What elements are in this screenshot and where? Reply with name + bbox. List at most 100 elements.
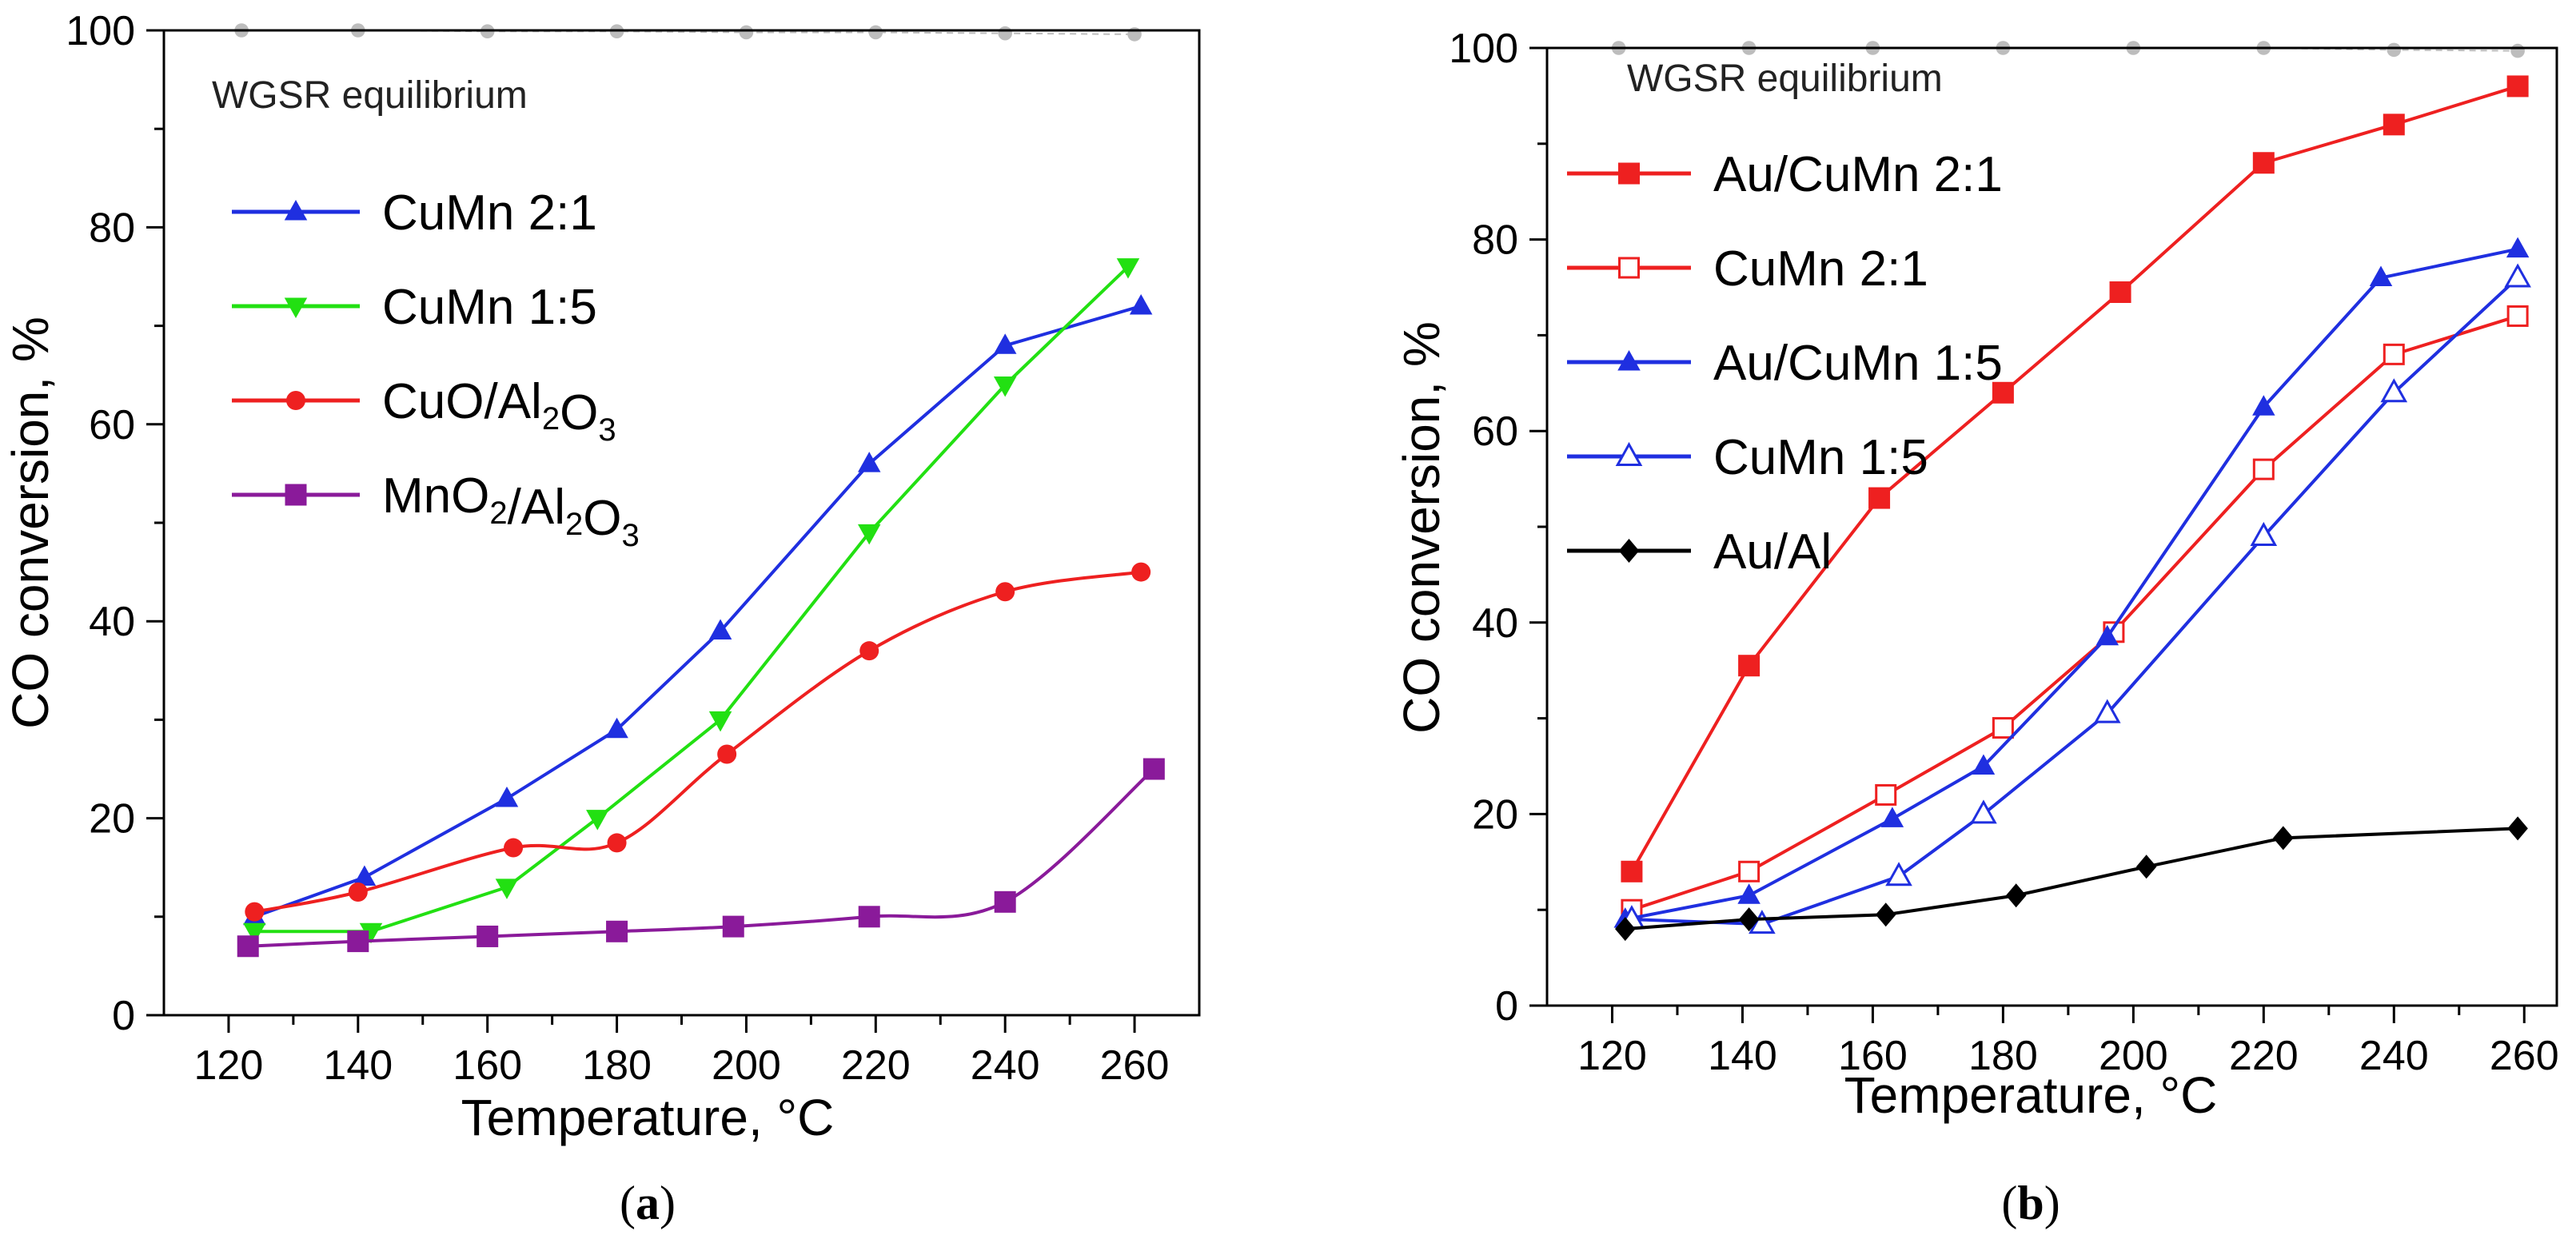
y-tick-label: 80	[1472, 217, 1518, 264]
data-point	[717, 744, 737, 764]
series-cuo-al2o3	[245, 562, 1151, 922]
data-point	[1972, 754, 1996, 775]
legend-marker	[285, 484, 307, 506]
data-point	[607, 833, 627, 853]
data-point	[1129, 293, 1153, 315]
series-line	[253, 305, 1142, 918]
data-point	[2506, 305, 2529, 327]
data-point	[1615, 917, 1636, 942]
x-tick-label: 180	[1968, 1033, 2038, 1079]
legend-item: Au/CuMn 2:1	[1567, 147, 2003, 202]
y-tick-label: 80	[89, 205, 135, 251]
x-tick-label: 200	[2099, 1033, 2168, 1079]
data-point	[2109, 281, 2131, 303]
data-point	[1116, 258, 1140, 279]
data-point	[2252, 458, 2275, 480]
legend-label: CuMn 2:1	[382, 185, 597, 241]
data-point	[708, 711, 732, 732]
legend-label: Au/Al	[1713, 524, 1832, 580]
x-tick-label: 260	[2490, 1033, 2559, 1079]
legend-label: CuO/Al2O3	[382, 374, 616, 448]
data-point	[857, 452, 881, 472]
x-tick-label: 140	[1708, 1033, 1777, 1079]
data-point	[2135, 855, 2157, 879]
data-point	[1992, 717, 2014, 739]
x-tick-label: 120	[194, 1042, 264, 1089]
data-point	[2504, 263, 2531, 288]
data-point	[2093, 699, 2121, 723]
data-point	[2387, 42, 2402, 58]
data-point	[1875, 902, 1896, 927]
data-point	[606, 920, 628, 942]
legend-marker	[1618, 539, 1640, 563]
data-point	[1868, 487, 1891, 509]
data-point	[868, 25, 883, 40]
legend-label: MnO2/Al2O3	[382, 468, 640, 553]
data-point	[353, 865, 377, 886]
y-tick-label: 60	[1472, 408, 1518, 455]
data-point	[998, 26, 1012, 41]
y-tick-label: 0	[112, 993, 135, 1039]
data-point	[2507, 816, 2528, 841]
data-point	[359, 922, 383, 944]
legend-item: CuMn 2:1	[1567, 241, 1928, 297]
legend-marker	[286, 391, 305, 410]
legend-marker	[1618, 162, 1640, 185]
data-point	[605, 717, 628, 739]
legend-label: CuMn 2:1	[1713, 241, 1928, 297]
panel-b-legend: Au/CuMn 2:1 CuMn 2:1 Au/CuMn 1:5 CuMn 1:5 Au…	[1567, 147, 2003, 580]
panel-b-caption-letter: b	[2017, 1177, 2044, 1229]
panel-a-annotation: WGSR equilibrium	[212, 74, 528, 117]
data-point	[1875, 783, 1897, 806]
series-au-cumn-2-1	[1621, 75, 2529, 882]
panel-a-ticks: 120 140 160 180 200 220 240 260 0 20 40 60 80 100	[66, 8, 1169, 1089]
x-tick-label: 120	[1577, 1033, 1647, 1079]
series-line	[248, 767, 1155, 948]
data-point	[245, 902, 265, 922]
data-point	[1992, 381, 2014, 404]
x-tick-label: 240	[2359, 1033, 2429, 1079]
data-point	[2506, 237, 2530, 258]
x-tick-label: 260	[1100, 1042, 1170, 1089]
data-point	[1142, 758, 1165, 780]
x-tick-label: 200	[712, 1042, 781, 1089]
data-point	[739, 25, 754, 40]
legend-item: CuMn 1:5	[1567, 430, 1928, 485]
legend-item: CuMn 2:1	[232, 185, 597, 241]
legend-marker	[1615, 441, 1643, 466]
data-point	[348, 882, 368, 902]
series-line	[1625, 247, 2518, 922]
panel-a-x-axis-label: Temperature, °C	[461, 1089, 835, 1146]
data-point	[1880, 807, 1904, 827]
y-tick-label: 40	[1472, 600, 1518, 647]
y-tick-label: 20	[89, 796, 135, 843]
data-point	[477, 925, 499, 947]
data-point	[722, 915, 744, 938]
data-point	[243, 922, 266, 944]
panel-a-series	[234, 23, 1165, 958]
data-point	[993, 333, 1017, 354]
series-line	[253, 570, 1142, 914]
data-point	[1738, 907, 1760, 932]
series-mno2-al2o3	[237, 758, 1165, 958]
data-point	[858, 906, 880, 928]
panel-a-caption: (a)	[620, 1177, 676, 1229]
series-au-al	[1615, 816, 2528, 942]
data-point	[2005, 883, 2027, 908]
data-point	[708, 619, 732, 640]
panel-a-legend: CuMn 2:1 CuMn 1:5 CuO/Al2O3 MnO2/Al2O3	[232, 185, 640, 553]
series-line	[1631, 314, 2518, 912]
panel-b-plot-frame	[1545, 46, 2558, 1007]
legend-item: CuMn 1:5	[232, 280, 597, 335]
legend-marker	[1618, 257, 1640, 279]
legend-item: CuO/Al2O3	[232, 374, 616, 448]
x-tick-label: 160	[1838, 1033, 1908, 1079]
panel-b-x-axis-label: Temperature, °C	[1844, 1066, 2218, 1124]
legend-label: Au/CuMn 2:1	[1713, 147, 2003, 202]
data-point	[495, 786, 519, 807]
data-point	[1885, 862, 1912, 886]
data-point	[1621, 860, 1643, 882]
data-point	[2252, 152, 2275, 174]
panel-b-ticks: 120 140 160 180 200 220 240 260 0 20 40 60 80 100	[1449, 26, 2558, 1079]
panel-b-y-axis-label: CO conversion, %	[1393, 321, 1450, 734]
